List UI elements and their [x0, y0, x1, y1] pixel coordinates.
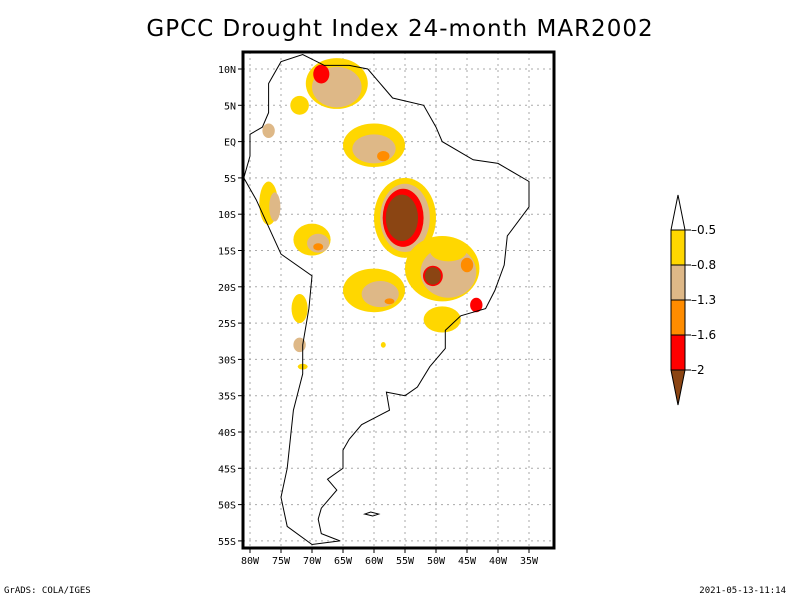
y-tick-label: 20S: [218, 283, 236, 294]
y-tick-label: 30S: [218, 355, 236, 366]
x-tick-label: 75W: [272, 556, 291, 567]
shaded-region: [424, 267, 441, 285]
y-tick-label: 5S: [224, 174, 236, 185]
legend-label: –1.3: [691, 293, 716, 307]
shaded-region: [423, 306, 461, 333]
shaded-region: [262, 123, 275, 138]
legend-swatch: [670, 299, 686, 336]
x-tick-label: 70W: [303, 556, 322, 567]
y-tick-label: 50S: [218, 501, 236, 512]
footer-left: GrADS: COLA/IGES: [4, 586, 91, 596]
legend-label: –0.8: [691, 258, 716, 272]
shaded-region: [380, 341, 386, 348]
x-tick-label: 35W: [520, 556, 539, 567]
x-tick-label: 80W: [241, 556, 260, 567]
shaded-region: [291, 294, 308, 324]
x-tick-label: 50W: [427, 556, 446, 567]
drought-shading: [259, 58, 483, 370]
shaded-region: [429, 239, 467, 262]
y-tick-label: 25S: [218, 319, 236, 330]
falkland-islands: [362, 511, 381, 517]
x-tick-label: 60W: [365, 556, 384, 567]
legend-swatch: [670, 264, 686, 301]
y-tick-label: 35S: [218, 392, 236, 403]
footer-right: 2021-05-13-11:14: [699, 586, 786, 596]
x-tick-label: 65W: [334, 556, 353, 567]
shaded-region: [460, 257, 474, 273]
y-tick-label: 45S: [218, 464, 236, 475]
y-tick-label: EQ: [224, 138, 236, 149]
map-frame: [241, 50, 556, 550]
chart-title: GPCC Drought Index 24-month MAR2002: [146, 16, 654, 42]
shaded-region: [313, 243, 324, 251]
x-axis: 80W 75W 70W 65W 60W 55W 50W 45W 40W 35W: [241, 548, 539, 567]
y-tick-label: 40S: [218, 428, 236, 439]
shaded-region: [377, 151, 390, 162]
x-tick-label: 45W: [458, 556, 477, 567]
shaded-region: [384, 298, 395, 305]
shaded-region: [313, 64, 330, 84]
coastlines: [243, 53, 530, 546]
y-tick-label: 15S: [218, 247, 236, 258]
legend-bottom-triangle: [670, 369, 686, 406]
legend-swatch: [670, 229, 686, 266]
x-tick-label: 55W: [396, 556, 415, 567]
x-tick-label: 40W: [489, 556, 508, 567]
y-tick-label: 10S: [218, 210, 236, 221]
legend-top-triangle: [670, 194, 686, 231]
shaded-region: [470, 297, 483, 313]
shaded-region: [352, 134, 396, 164]
shaded-region: [385, 194, 419, 242]
colorbar-legend: –0.5 –0.8 –1.3 –1.6 –2: [670, 194, 716, 406]
coastline-south-america: [243, 53, 530, 546]
y-tick-label: 55S: [218, 537, 236, 548]
y-axis: 10N 5N EQ 5S 10S 15S 20S 25S 30S 35S 40S 45S 50S 55S: [218, 65, 243, 548]
shaded-region: [269, 192, 281, 222]
shaded-region: [290, 95, 309, 115]
legend-label: –0.5: [691, 223, 716, 237]
y-tick-label: 5N: [224, 101, 236, 112]
legend-label: –1.6: [691, 328, 716, 342]
legend-label: –2: [691, 363, 705, 377]
legend-swatch: [670, 334, 686, 371]
y-tick-label: 10N: [218, 65, 236, 76]
